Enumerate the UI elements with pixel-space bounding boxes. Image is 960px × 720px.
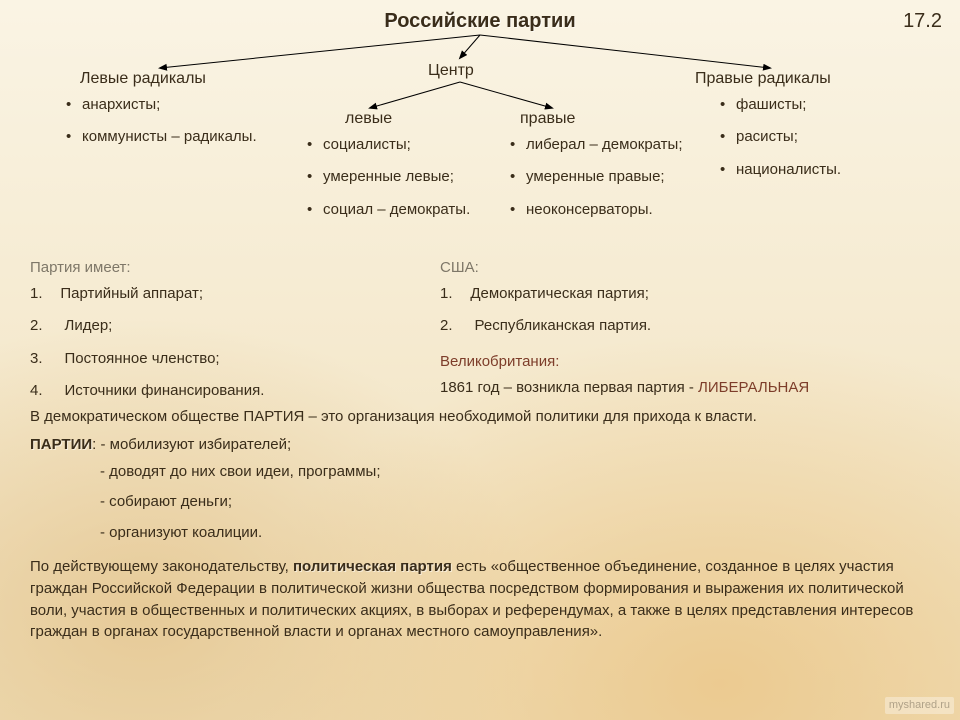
list-item: умеренные правые;	[508, 167, 698, 187]
law-emph: политическая партия	[293, 558, 452, 575]
list-item: 1. Партийный аппарат;	[30, 284, 390, 304]
list-item: - собирают деньги;	[30, 492, 930, 512]
functions-lead-rest: : - мобилизуют избирателей;	[92, 436, 291, 453]
watermark: myshared.ru	[885, 697, 954, 714]
list-item: националисты.	[718, 160, 928, 180]
list-item: неоконсерваторы.	[508, 200, 698, 220]
tree-left-label: Левые радикалы	[80, 68, 206, 90]
list-item: либерал – демократы;	[508, 135, 698, 155]
list-item-text: Источники финансирования.	[65, 382, 265, 399]
usa-list: 1. Демократическая партия; 2. Республика…	[440, 284, 820, 349]
list-item-text: Партийный аппарат;	[60, 285, 203, 302]
usa-heading: США:	[440, 258, 479, 278]
list-item: - организуют коалиции.	[30, 523, 930, 543]
list-item-text: Республиканская партия.	[475, 317, 652, 334]
uk-heading: Великобритания:	[440, 352, 559, 372]
tree-right-label: Правые радикалы	[695, 68, 831, 90]
list-item: 2. Республиканская партия.	[440, 316, 820, 336]
party-has-heading: Партия имеет:	[30, 258, 131, 278]
right-radicals-list: фашисты; расисты; националисты.	[718, 95, 928, 192]
list-item: умеренные левые;	[305, 167, 495, 187]
law-emph-text: политическая партия	[293, 558, 452, 575]
democ-line: В демократическом обществе ПАРТИЯ – это …	[30, 407, 930, 427]
list-item: расисты;	[718, 127, 928, 147]
list-item: 4. Источники финансирования.	[30, 381, 390, 401]
uk-line-prefix: 1861 год – возникла первая партия -	[440, 379, 698, 396]
list-item-text: Демократическая партия;	[470, 285, 649, 302]
list-item-text: Постоянное членство;	[65, 350, 220, 367]
list-item: 2. Лидер;	[30, 316, 390, 336]
list-item: анархисты;	[64, 95, 304, 115]
list-item: коммунисты – радикалы.	[64, 127, 304, 147]
list-item: - доводят до них свои идеи, программы;	[30, 462, 930, 482]
list-item: социал – демократы.	[305, 200, 495, 220]
uk-line: 1861 год – возникла первая партия - ЛИБЕ…	[440, 378, 940, 398]
party-has-list: 1. Партийный аппарат; 2. Лидер; 3. Посто…	[30, 284, 390, 413]
law-prefix: По действующему законодательству,	[30, 558, 293, 575]
functions-lead-word: ПАРТИИ	[30, 436, 92, 453]
list-item: 3. Постоянное членство;	[30, 349, 390, 369]
functions-rows: - доводят до них свои идеи, программы; -…	[30, 462, 930, 553]
list-item-text: Лидер;	[65, 317, 113, 334]
law-paragraph: По действующему законодательству, полити…	[30, 556, 935, 643]
uk-line-emph: ЛИБЕРАЛЬНАЯ	[698, 379, 809, 396]
center-left-list: социалисты; умеренные левые; социал – де…	[305, 135, 495, 232]
tree-center-label: Центр	[428, 60, 474, 82]
list-item: социалисты;	[305, 135, 495, 155]
functions-lead: ПАРТИИ: - мобилизуют избирателей;	[30, 435, 930, 455]
tree-center-right-label: правые	[520, 108, 575, 130]
list-item: 1. Демократическая партия;	[440, 284, 820, 304]
tree-center-left-label: левые	[345, 108, 392, 130]
center-right-list: либерал – демократы; умеренные правые; н…	[508, 135, 698, 232]
list-item: фашисты;	[718, 95, 928, 115]
left-radicals-list: анархисты; коммунисты – радикалы.	[64, 95, 304, 160]
